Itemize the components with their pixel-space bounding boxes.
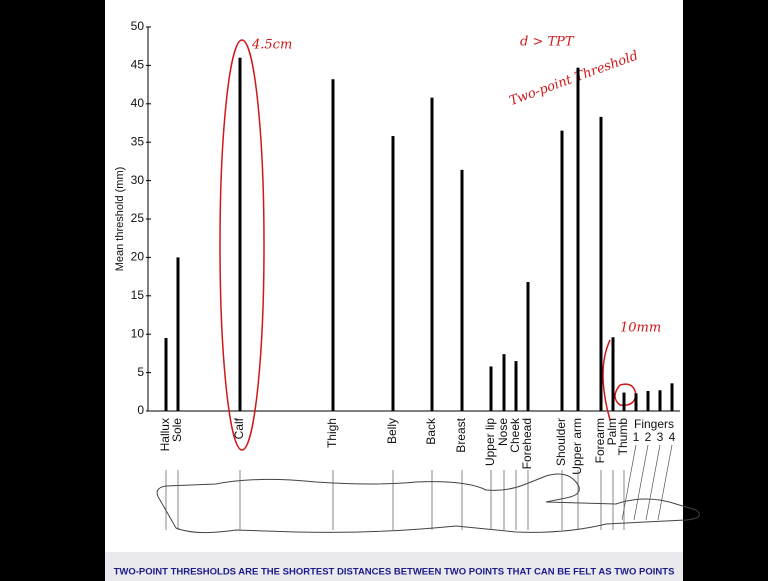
- bar: [623, 393, 626, 411]
- bar: [503, 354, 506, 411]
- x-tick-label: Sole: [170, 418, 184, 442]
- bar: [165, 338, 168, 411]
- x-tick-label: Back: [424, 417, 438, 445]
- bar: [490, 366, 493, 411]
- bar: [527, 282, 530, 411]
- bar: [177, 257, 180, 411]
- bar: [461, 170, 464, 411]
- y-tick-label: 5: [137, 365, 144, 379]
- x-tick-label: Belly: [385, 418, 399, 444]
- y-tick-label: 50: [131, 19, 145, 33]
- y-tick-label: 20: [131, 250, 145, 264]
- annotation: 4.5cm: [251, 38, 292, 53]
- bar: [647, 391, 650, 411]
- bar: [392, 136, 395, 411]
- y-tick-label: 45: [131, 58, 145, 72]
- y-tick-label: 40: [131, 96, 145, 110]
- bar: [659, 390, 662, 411]
- y-tick-label: 10: [131, 326, 145, 340]
- x-tick-label: Forehead: [520, 418, 534, 469]
- y-axis-label: Mean threshold (mm): [114, 167, 126, 272]
- screenshot: TWO-POINT THRESHOLDS ARE THE SHORTEST DI…: [0, 0, 768, 581]
- bar: [671, 383, 674, 411]
- bar: [515, 361, 518, 411]
- annotation: 10mm: [620, 321, 661, 336]
- bar: [577, 68, 580, 411]
- bar: [635, 393, 638, 411]
- bar: [561, 131, 564, 411]
- page: {"chart_data": {"type": "bar", "ylabel":…: [0, 0, 768, 581]
- bar: [239, 58, 242, 411]
- x-tick-label: 3: [657, 430, 664, 444]
- bar: [600, 117, 603, 411]
- x-tick-label: Shoulder: [554, 418, 568, 466]
- bar: [332, 79, 335, 411]
- y-tick-label: 25: [131, 211, 145, 225]
- x-tick-label: Thigh: [325, 418, 339, 448]
- x-tick-label: Calf: [232, 417, 246, 439]
- bar: [612, 337, 615, 411]
- caption: TWO-POINT THRESHOLDS ARE THE SHORTEST DI…: [114, 567, 675, 578]
- x-tick-label: 4: [669, 430, 676, 444]
- group-label: Fingers: [634, 417, 674, 431]
- y-tick-label: 35: [131, 134, 145, 148]
- y-tick-label: 30: [131, 173, 145, 187]
- x-tick-label: Breast: [454, 417, 468, 452]
- y-tick-label: 0: [137, 403, 144, 417]
- x-tick-label: Upper lip: [483, 418, 497, 466]
- bar: [431, 98, 434, 411]
- y-tick-label: 15: [131, 288, 145, 302]
- x-tick-label: 2: [645, 430, 652, 444]
- x-tick-label: Upper arm: [570, 418, 584, 475]
- annotation: d > TPT: [520, 35, 575, 50]
- x-tick-label: Thumb: [616, 418, 630, 456]
- x-tick-label: 1: [633, 430, 640, 444]
